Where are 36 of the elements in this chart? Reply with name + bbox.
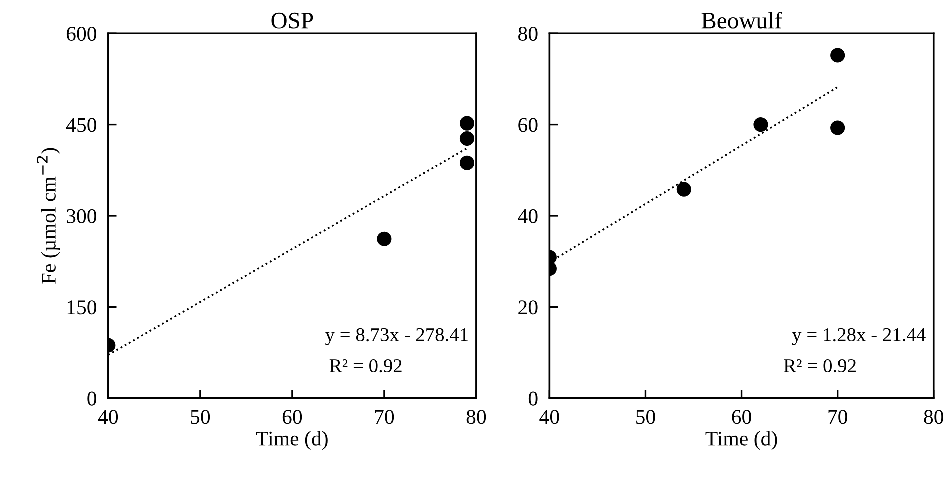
y-tick-label: 450	[66, 118, 97, 132]
x-tick-label: 80	[924, 410, 944, 424]
x-tick-label: 60	[732, 410, 752, 424]
point	[460, 132, 475, 146]
x-tick-label: 70	[828, 410, 848, 424]
annotation: y = 8.73x - 278.41	[326, 328, 468, 346]
x-axis-title: Time (d)	[706, 431, 778, 450]
y-tick-label: 150	[68, 300, 97, 315]
annotation: R² = 0.92	[330, 359, 402, 373]
point	[460, 156, 475, 170]
y-tick-label: 60	[518, 118, 538, 132]
x-tick-label: 60	[282, 410, 302, 424]
point	[830, 48, 846, 63]
point	[460, 116, 475, 131]
annotation: y = 1.28x - 21.44	[792, 328, 926, 346]
y-tick-label: 80	[518, 26, 538, 42]
point	[830, 120, 846, 136]
x-tick-label: 80	[466, 410, 486, 424]
y-axis-title: Fe (µmol cm$^{−2}$)	[36, 148, 60, 284]
x-tick-label: 40	[540, 410, 560, 424]
chart-title: Beowulf	[702, 12, 782, 29]
y-tick-label: 0	[88, 392, 97, 406]
x-tick-label: 40	[98, 410, 118, 424]
chart-title: OSP	[272, 12, 314, 29]
x-axis-title: Time (d)	[256, 431, 328, 450]
annotation: R² = 0.92	[784, 359, 856, 373]
y-tick-label: 0	[528, 392, 538, 406]
point	[377, 232, 392, 246]
y-tick-label: 300	[67, 209, 97, 224]
y-tick-label: 20	[518, 300, 538, 315]
x-tick-label: 50	[636, 410, 656, 424]
point	[754, 118, 768, 132]
x-tick-label: 70	[375, 410, 394, 424]
x-tick-label: 50	[191, 410, 210, 424]
y-tick-label: 40	[518, 209, 538, 224]
y-tick-label: 600	[66, 26, 97, 42]
